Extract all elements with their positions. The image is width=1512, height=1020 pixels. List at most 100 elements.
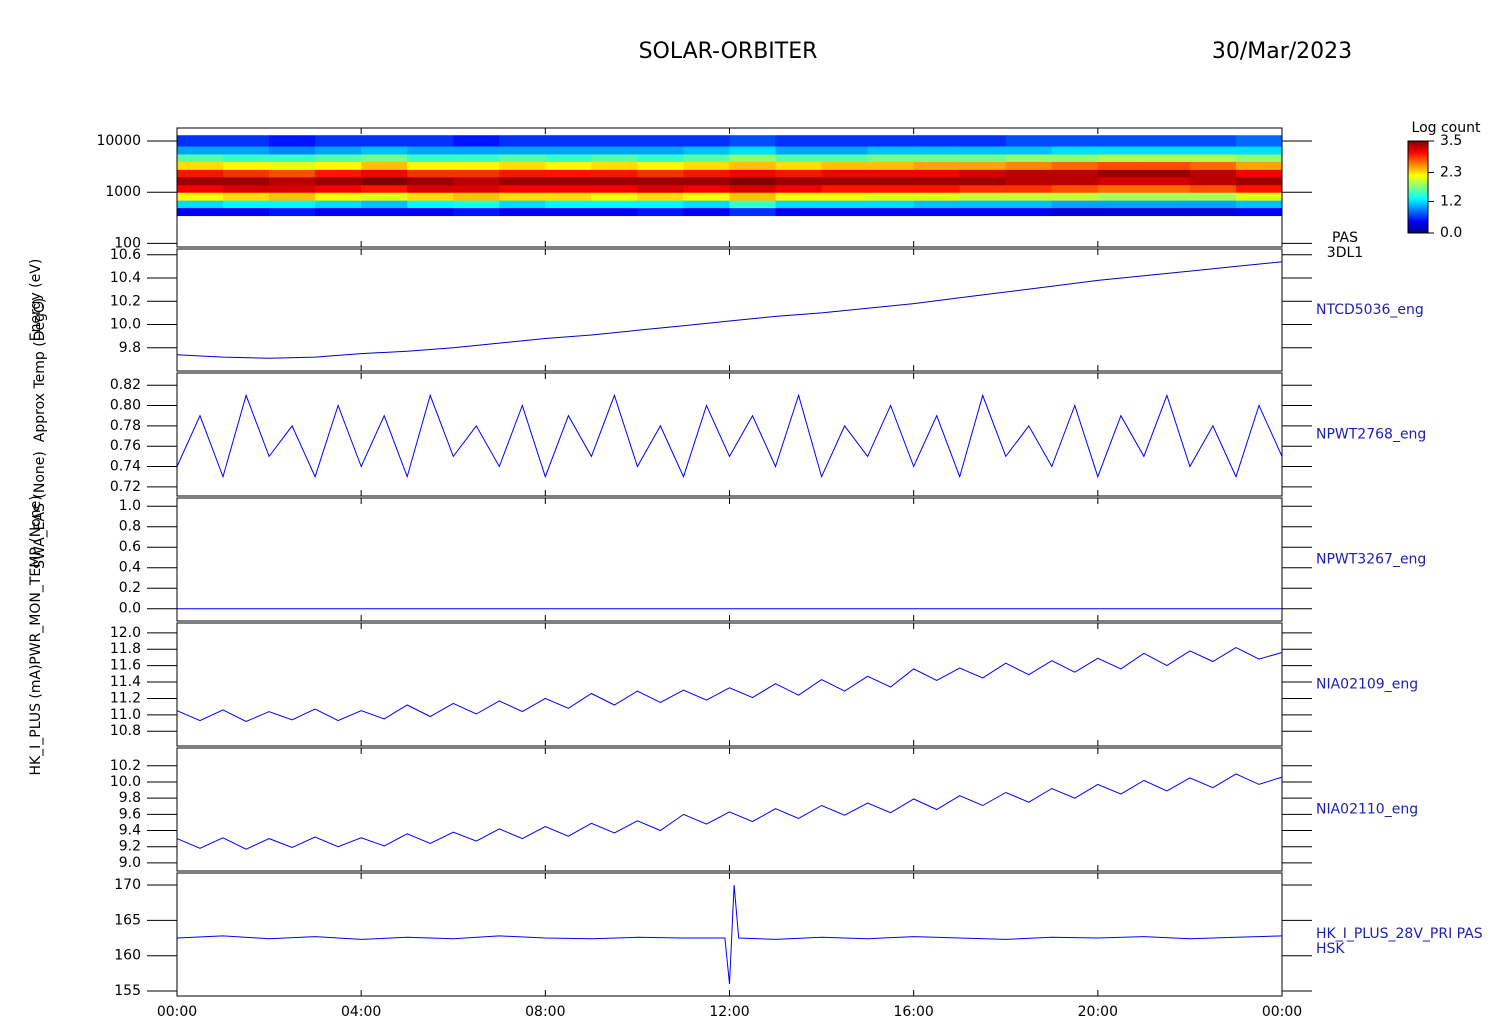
heat-cell bbox=[959, 135, 1007, 147]
heat-cell bbox=[1235, 184, 1283, 193]
heat-cell bbox=[775, 161, 823, 170]
heat-cell bbox=[315, 192, 362, 201]
heat-cell bbox=[959, 207, 1007, 217]
heat-cell bbox=[223, 176, 270, 186]
heat-cell bbox=[683, 161, 730, 170]
heat-cell bbox=[407, 135, 454, 147]
y-tick-label: 10.2 bbox=[110, 758, 141, 774]
heat-cell bbox=[775, 192, 823, 201]
y-tick-label: 11.4 bbox=[110, 674, 141, 690]
heat-cell bbox=[775, 200, 823, 209]
panel-label: NPWT2768_eng bbox=[1316, 427, 1426, 443]
y-tick-label: 0.8 bbox=[119, 519, 141, 535]
heat-cell bbox=[729, 153, 777, 162]
heat-cell bbox=[729, 176, 777, 186]
y-tick-label: 0.2 bbox=[119, 580, 141, 596]
heat-cell bbox=[1189, 161, 1237, 170]
y-tick-label: 1.0 bbox=[119, 498, 141, 514]
panel-frame bbox=[176, 372, 1283, 497]
heat-cell bbox=[545, 176, 592, 186]
x-tick-label: 00:00 bbox=[1262, 1004, 1302, 1020]
heat-cell bbox=[729, 146, 777, 155]
y-tick-label: 0.0 bbox=[119, 601, 141, 617]
heat-cell bbox=[821, 169, 869, 178]
heat-cell bbox=[407, 184, 454, 193]
heat-cell bbox=[407, 161, 454, 170]
heat-cell bbox=[223, 135, 270, 147]
heat-cell bbox=[545, 169, 592, 178]
x-tick-label: 12:00 bbox=[709, 1004, 749, 1020]
heat-cell bbox=[545, 192, 592, 201]
heat-cell bbox=[407, 176, 454, 186]
heat-cell bbox=[729, 135, 777, 147]
heat-cell bbox=[223, 192, 270, 201]
heat-cell bbox=[913, 176, 961, 186]
heat-cell bbox=[729, 184, 777, 193]
heat-cell bbox=[867, 207, 915, 217]
heat-cell bbox=[1005, 169, 1053, 178]
heat-cell bbox=[729, 207, 777, 217]
heat-cell bbox=[545, 153, 592, 162]
heat-cell bbox=[1097, 184, 1145, 193]
y-tick-label: 10000 bbox=[96, 133, 141, 149]
heat-cell bbox=[453, 135, 500, 147]
heat-cell bbox=[775, 135, 823, 147]
heat-cell bbox=[1097, 207, 1145, 217]
heat-cell bbox=[683, 184, 730, 193]
heat-cell bbox=[269, 207, 316, 217]
heat-cell bbox=[269, 146, 316, 155]
heat-cell bbox=[821, 184, 869, 193]
heat-cell bbox=[1097, 153, 1145, 162]
heat-cell bbox=[637, 184, 684, 193]
heat-cell bbox=[1143, 184, 1191, 193]
heat-cell bbox=[913, 135, 961, 147]
heat-cell bbox=[223, 207, 270, 217]
heat-cell bbox=[223, 169, 270, 178]
heat-cell bbox=[1051, 169, 1099, 178]
heat-cell bbox=[1051, 192, 1099, 201]
heat-cell bbox=[269, 200, 316, 209]
y-tick-label: 0.72 bbox=[110, 479, 141, 495]
colorbar bbox=[1407, 140, 1429, 234]
heat-cell bbox=[867, 192, 915, 201]
heat-cell bbox=[683, 176, 730, 186]
heat-cell bbox=[591, 192, 638, 201]
heat-cell bbox=[361, 176, 408, 186]
chart-title: SOLAR-ORBITER bbox=[639, 39, 818, 64]
y-tick-label: 11.6 bbox=[110, 658, 141, 674]
heat-cell bbox=[1143, 192, 1191, 201]
heat-cell bbox=[1143, 161, 1191, 170]
heat-cell bbox=[1235, 192, 1283, 201]
heat-cell bbox=[223, 146, 270, 155]
heat-cell bbox=[959, 169, 1007, 178]
heat-cell bbox=[683, 153, 730, 162]
y-tick-label: 10.0 bbox=[110, 774, 141, 790]
heat-cell bbox=[177, 192, 224, 201]
heat-cell bbox=[1005, 192, 1053, 201]
heat-cell bbox=[1051, 153, 1099, 162]
heat-cell bbox=[407, 169, 454, 178]
x-tick-label: 04:00 bbox=[341, 1004, 381, 1020]
series-line bbox=[176, 773, 1283, 850]
heat-cell bbox=[1189, 192, 1237, 201]
heat-cell bbox=[637, 192, 684, 201]
heat-cell bbox=[1235, 176, 1283, 186]
heat-cell bbox=[867, 169, 915, 178]
heat-cell bbox=[775, 184, 823, 193]
heat-cell bbox=[361, 161, 408, 170]
heat-cell bbox=[729, 192, 777, 201]
heat-cell bbox=[959, 161, 1007, 170]
heat-cell bbox=[867, 200, 915, 209]
y-axis-label: PWR_MON_TEMP (None) bbox=[28, 495, 44, 664]
heat-cell bbox=[499, 207, 546, 217]
heat-cell bbox=[361, 184, 408, 193]
date: 30/Mar/2023 bbox=[1212, 39, 1352, 64]
heat-cell bbox=[959, 176, 1007, 186]
y-tick-label: 10.6 bbox=[110, 247, 141, 263]
heat-cell bbox=[177, 169, 224, 178]
heat-cell bbox=[637, 169, 684, 178]
heat-cell bbox=[315, 200, 362, 209]
heat-cell bbox=[361, 153, 408, 162]
heat-cell bbox=[499, 200, 546, 209]
heat-cell bbox=[1005, 176, 1053, 186]
